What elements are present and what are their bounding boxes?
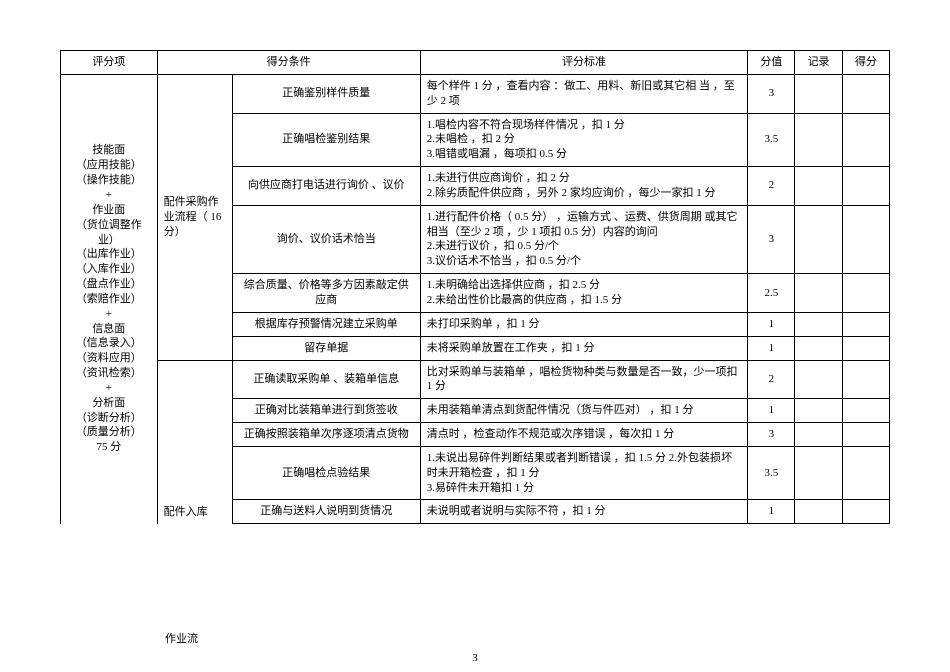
record-cell — [795, 336, 842, 360]
table-header-row: 评分项 得分条件 评分标准 分值 记录 得分 — [61, 51, 890, 75]
standard-cell: 1.未进行供应商询价 ，扣 2 分 2.除劣质配件供应商 ，另外 2 家均应询价… — [420, 167, 748, 206]
got-cell — [842, 312, 889, 336]
condition-cell: 正确对比装箱单进行到货签收 — [232, 399, 420, 423]
got-cell — [842, 274, 889, 313]
standard-cell: 1.未说出易碎件判断结果或者判断错误 ，扣 1.5 分 2.外包装损坏时未开箱检… — [420, 446, 748, 500]
table-row: 技能面 （应用技能） （操作技能） + 作业面 （货位调整作业） （出库作业） … — [61, 74, 890, 113]
got-cell — [842, 360, 889, 399]
category-text: 技能面 （应用技能） （操作技能） + 作业面 （货位调整作业） （出库作业） … — [67, 143, 151, 455]
got-cell — [842, 446, 889, 500]
condition-cell: 综合质量、价格等多方因素敲定供应商 — [232, 274, 420, 313]
standard-cell: 1.唱检内容不符合现场样件情况 ，扣 1 分 2.未唱检 ，扣 2 分 3.唱错… — [420, 113, 748, 167]
score-cell: 1 — [748, 399, 795, 423]
score-cell: 3 — [748, 74, 795, 113]
condition-cell: 根据库存预警情况建立采购单 — [232, 312, 420, 336]
condition-cell: 向供应商打电话进行询价 、议价 — [232, 167, 420, 206]
process-2-overflow: 作业流 — [165, 630, 198, 646]
score-cell: 1 — [748, 336, 795, 360]
got-cell — [842, 205, 889, 273]
condition-cell: 正确按照装箱单次序逐项清点货物 — [232, 423, 420, 447]
category-cell: 技能面 （应用技能） （操作技能） + 作业面 （货位调整作业） （出库作业） … — [61, 74, 158, 523]
score-cell: 3 — [748, 205, 795, 273]
got-cell — [842, 423, 889, 447]
record-cell — [795, 205, 842, 273]
got-cell — [842, 399, 889, 423]
standard-cell: 1.未明确给出选择供应商 ，扣 2.5 分 2.未给出性价比最高的供应商 ，扣 … — [420, 274, 748, 313]
condition-cell: 正确鉴别样件质量 — [232, 74, 420, 113]
standard-cell: 未将采购单放置在工作夹 ，扣 1 分 — [420, 336, 748, 360]
standard-cell: 1.进行配件价格（ 0.5 分） ，运输方式 、运费、供货周期 或其它相当（至少… — [420, 205, 748, 273]
score-cell: 1 — [748, 312, 795, 336]
record-cell — [795, 500, 842, 524]
table-row: 配件入库 正确读取采购单 、装箱单信息 比对采购单与装箱单 ，唱检货物种类与数量… — [61, 360, 890, 399]
record-cell — [795, 360, 842, 399]
standard-cell: 每个样件 1 分 ，查看内容 ：做工、用料、新旧或其它相 当 ，至少 2 项 — [420, 74, 748, 113]
process-cell-1: 配件采购作业流程（ 16 分） — [157, 74, 232, 360]
score-cell: 2.5 — [748, 274, 795, 313]
got-cell — [842, 74, 889, 113]
got-cell — [842, 113, 889, 167]
condition-cell: 留存单据 — [232, 336, 420, 360]
header-got: 得分 — [842, 51, 889, 75]
page-number: 3 — [0, 652, 950, 664]
standard-cell: 清点时 ，检查动作不规范或次序错误 ，每次扣 1 分 — [420, 423, 748, 447]
record-cell — [795, 399, 842, 423]
record-cell — [795, 167, 842, 206]
score-cell: 3 — [748, 423, 795, 447]
condition-cell: 正确唱检点验结果 — [232, 446, 420, 500]
header-item: 评分项 — [61, 51, 158, 75]
condition-cell: 询价、议价话术恰当 — [232, 205, 420, 273]
record-cell — [795, 113, 842, 167]
condition-cell: 正确读取采购单 、装箱单信息 — [232, 360, 420, 399]
record-cell — [795, 312, 842, 336]
record-cell — [795, 274, 842, 313]
score-cell: 2 — [748, 167, 795, 206]
header-standard: 评分标准 — [420, 51, 748, 75]
got-cell — [842, 336, 889, 360]
score-cell: 3.5 — [748, 113, 795, 167]
header-score: 分值 — [748, 51, 795, 75]
record-cell — [795, 423, 842, 447]
record-cell — [795, 74, 842, 113]
got-cell — [842, 500, 889, 524]
condition-cell: 正确唱检鉴别结果 — [232, 113, 420, 167]
header-record: 记录 — [795, 51, 842, 75]
got-cell — [842, 167, 889, 206]
standard-cell: 比对采购单与装箱单 ，唱检货物种类与数量是否一致，少一项扣 1 分 — [420, 360, 748, 399]
score-cell: 2 — [748, 360, 795, 399]
score-cell: 1 — [748, 500, 795, 524]
header-condition: 得分条件 — [157, 51, 420, 75]
score-cell: 3.5 — [748, 446, 795, 500]
process-cell-2: 配件入库 — [157, 360, 232, 524]
standard-cell: 未说明或者说明与实际不符 ，扣 1 分 — [420, 500, 748, 524]
standard-cell: 未用装箱单清点到货配件情况（货与件匹对） ，扣 1 分 — [420, 399, 748, 423]
record-cell — [795, 446, 842, 500]
standard-cell: 未打印采购单 ，扣 1 分 — [420, 312, 748, 336]
scoring-table: 评分项 得分条件 评分标准 分值 记录 得分 技能面 （应用技能） （操作技能）… — [60, 50, 890, 524]
condition-cell: 正确与送料人说明到货情况 — [232, 500, 420, 524]
